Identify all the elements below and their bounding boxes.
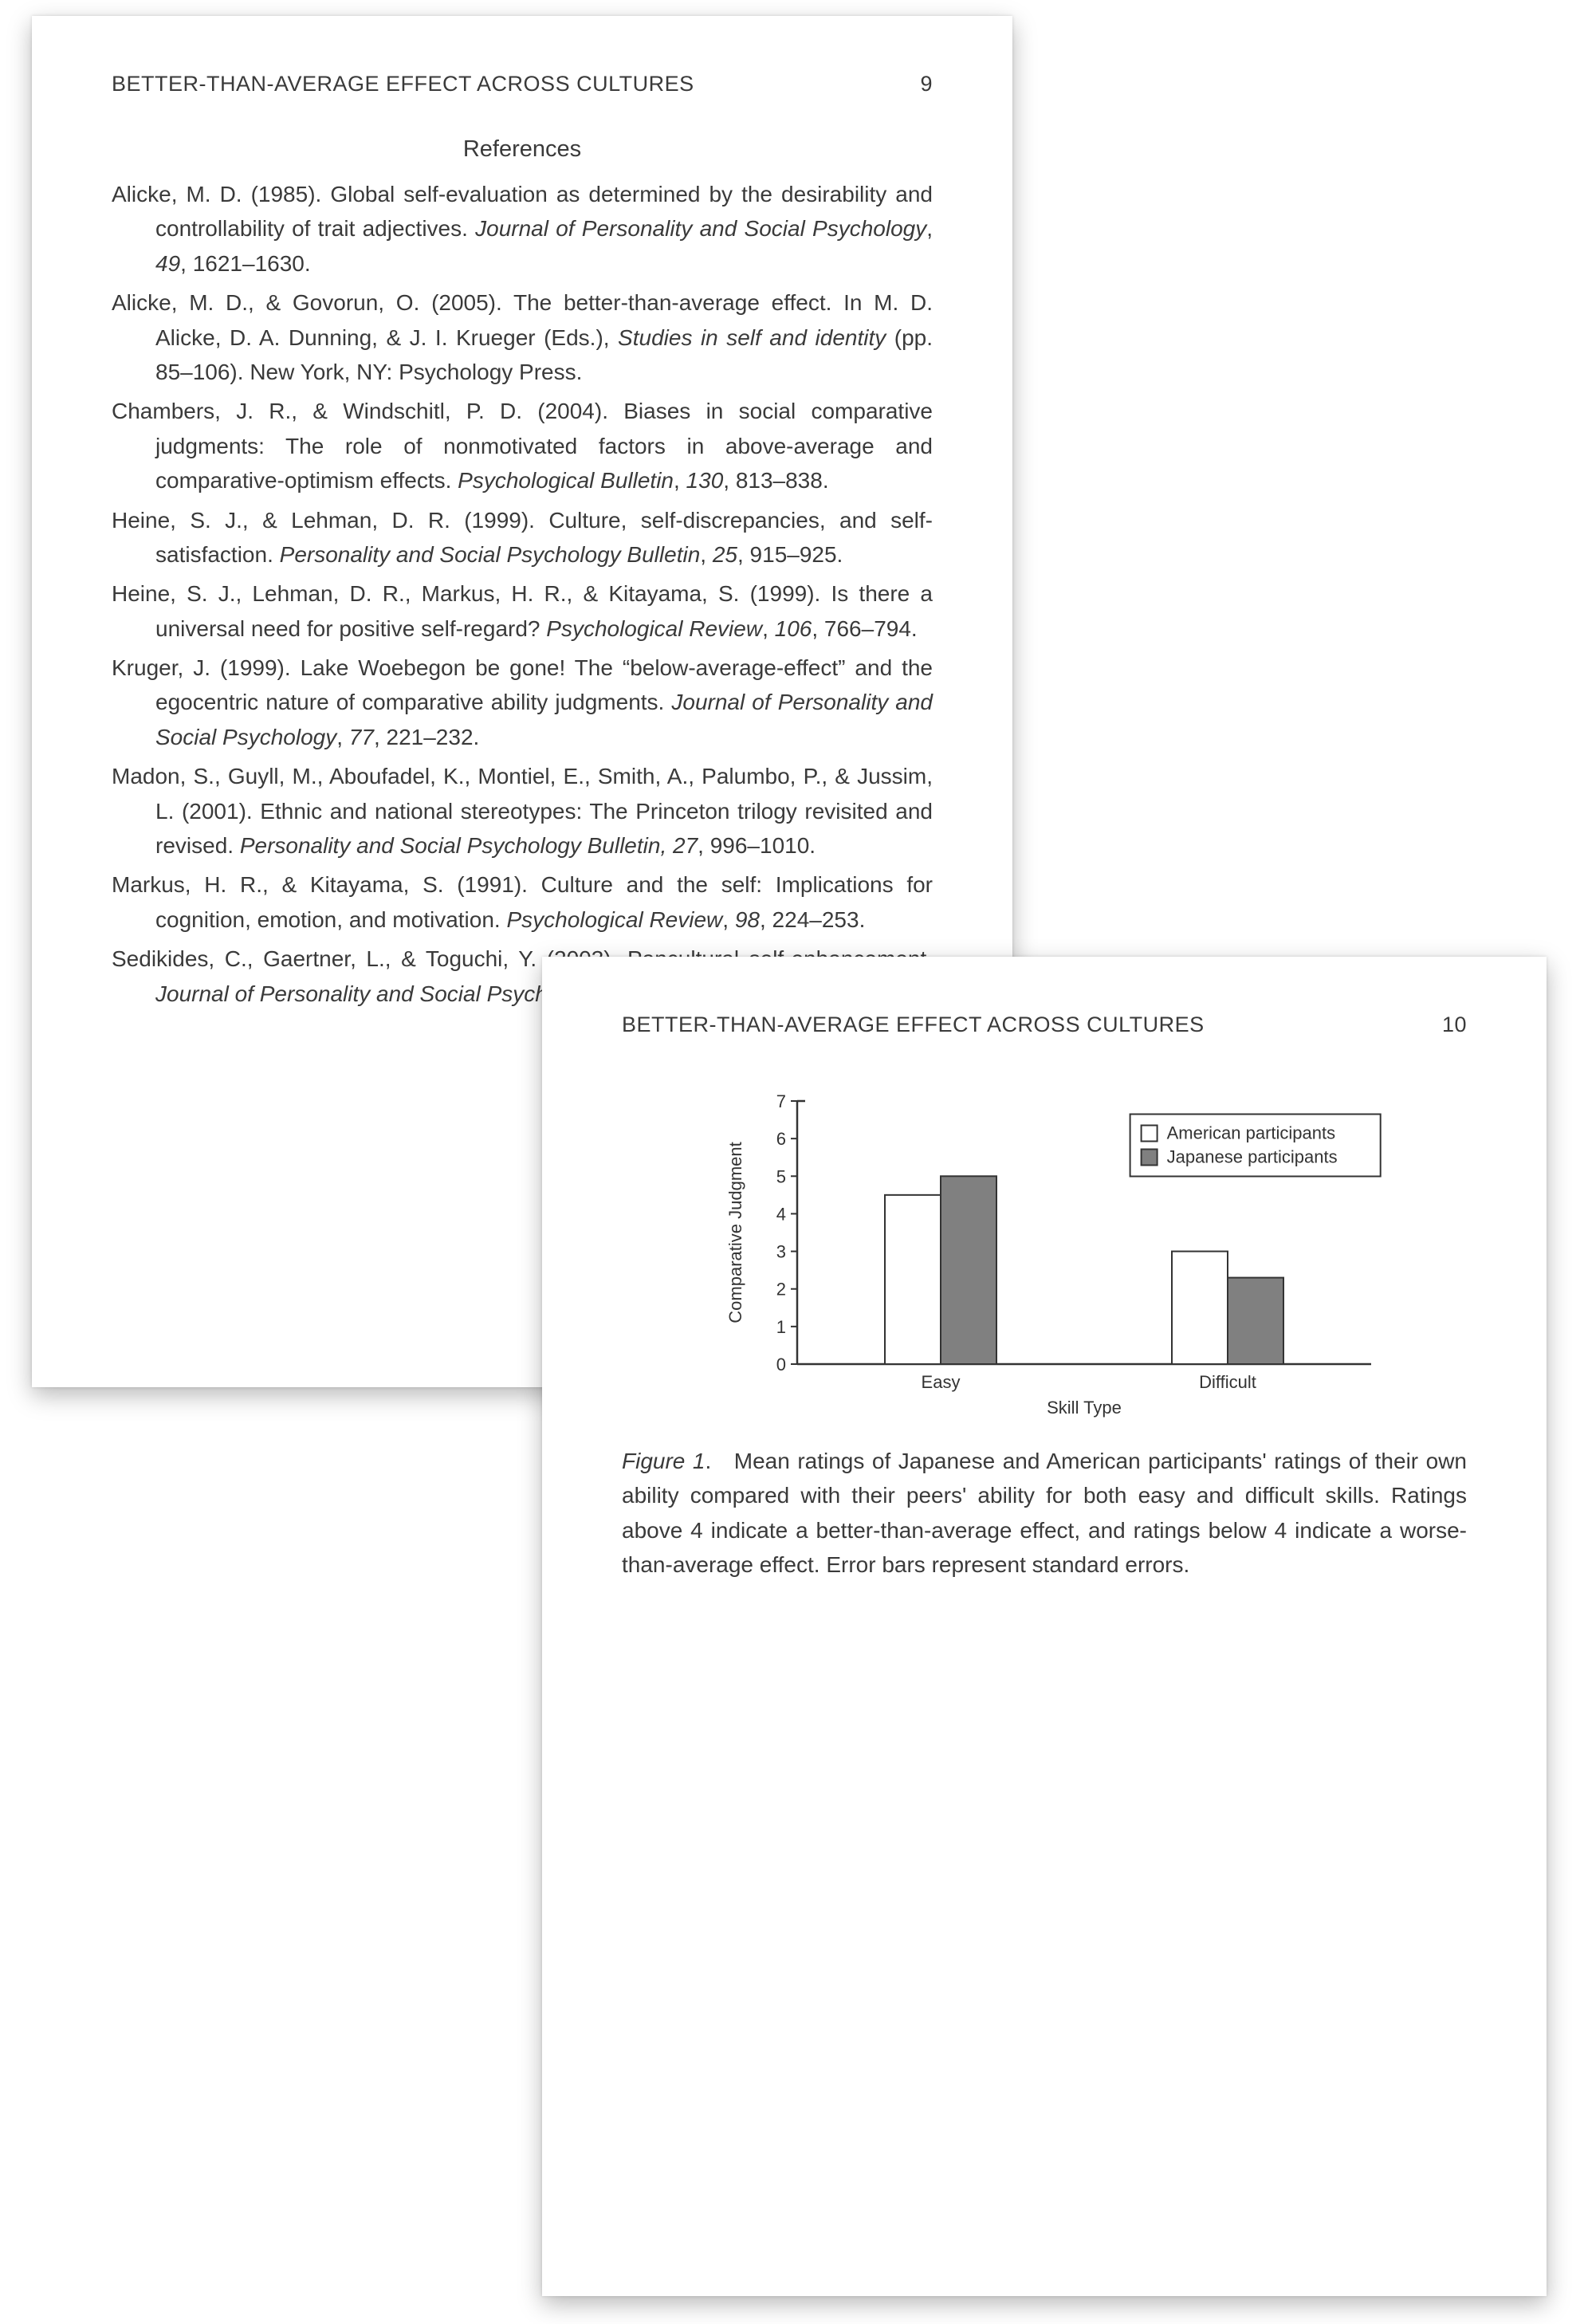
reference-entry: Madon, S., Guyll, M., Aboufadel, K., Mon…	[112, 759, 933, 863]
reference-entry: Chambers, J. R., & Windschitl, P. D. (20…	[112, 394, 933, 497]
figure-1: 0 1 2 3 4 5 6 7 Comparative Judgment Easy Difficul…	[622, 1077, 1467, 1583]
svg-text:American participants: American participants	[1167, 1123, 1336, 1143]
reference-entry: Heine, S. J., & Lehman, D. R. (1999). Cu…	[112, 503, 933, 572]
svg-text:2: 2	[776, 1280, 786, 1300]
svg-text:Japanese participants: Japanese participants	[1167, 1147, 1338, 1167]
page-2: BETTER-THAN-AVERAGE EFFECT ACROSS CULTUR…	[542, 957, 1547, 2296]
figure-label: Figure 1	[622, 1449, 705, 1473]
svg-text:6: 6	[776, 1129, 786, 1149]
svg-text:Easy: Easy	[922, 1372, 961, 1392]
references-heading: References	[112, 136, 933, 163]
svg-text:5: 5	[776, 1166, 786, 1186]
figure-caption-text: Mean ratings of Japanese and American pa…	[622, 1449, 1467, 1577]
page-number: 10	[1442, 1013, 1467, 1037]
running-head: BETTER-THAN-AVERAGE EFFECT ACROSS CULTUR…	[622, 1013, 1467, 1037]
page-number: 9	[920, 72, 933, 96]
svg-text:7: 7	[776, 1091, 786, 1111]
figure-1-chart: 0 1 2 3 4 5 6 7 Comparative Judgment Easy Difficul…	[678, 1077, 1411, 1428]
figure-1-caption: Figure 1. Mean ratings of Japanese and A…	[622, 1444, 1467, 1583]
reference-entry: Alicke, M. D. (1985). Global self-evalua…	[112, 177, 933, 281]
svg-text:Skill Type: Skill Type	[1047, 1398, 1122, 1418]
reference-entry: Markus, H. R., & Kitayama, S. (1991). Cu…	[112, 867, 933, 937]
svg-text:3: 3	[776, 1242, 786, 1262]
reference-entry: Kruger, J. (1999). Lake Woebegon be gone…	[112, 651, 933, 754]
reference-entry: Heine, S. J., Lehman, D. R., Markus, H. …	[112, 576, 933, 646]
running-head-text: BETTER-THAN-AVERAGE EFFECT ACROSS CULTUR…	[622, 1013, 1205, 1037]
running-head-text: BETTER-THAN-AVERAGE EFFECT ACROSS CULTUR…	[112, 72, 694, 96]
svg-text:4: 4	[776, 1204, 786, 1224]
canvas: BETTER-THAN-AVERAGE EFFECT ACROSS CULTUR…	[0, 0, 1584, 2324]
svg-text:0: 0	[776, 1355, 786, 1374]
svg-text:Difficult: Difficult	[1199, 1372, 1256, 1392]
svg-text:Comparative Judgment: Comparative Judgment	[725, 1142, 745, 1323]
references-list: Alicke, M. D. (1985). Global self-evalua…	[112, 177, 933, 1011]
running-head: BETTER-THAN-AVERAGE EFFECT ACROSS CULTUR…	[112, 72, 933, 96]
figure-label-punct: .	[705, 1449, 711, 1473]
svg-text:1: 1	[776, 1317, 786, 1337]
reference-entry: Alicke, M. D., & Govorun, O. (2005). The…	[112, 285, 933, 389]
